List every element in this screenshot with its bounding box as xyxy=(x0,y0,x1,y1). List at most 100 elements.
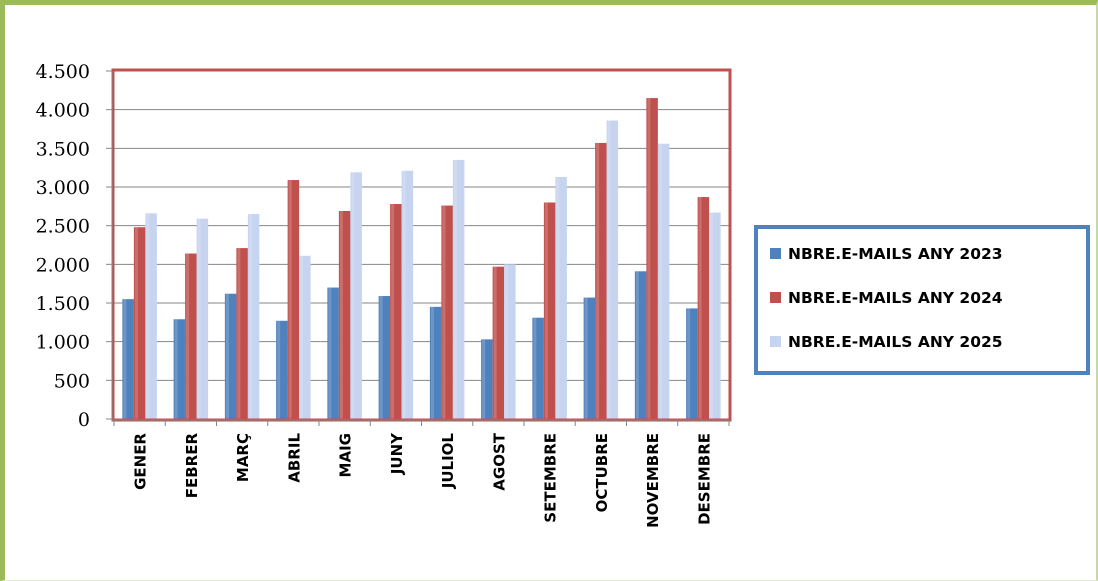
legend-swatch xyxy=(770,336,781,347)
bar-highlight xyxy=(391,204,395,419)
x-tick-label: FEBRER xyxy=(183,433,201,499)
bar-highlight xyxy=(186,253,190,419)
bar-1 xyxy=(224,293,237,419)
x-tick-label: GENER xyxy=(132,433,150,490)
bar-highlight xyxy=(379,296,383,419)
bar-highlight xyxy=(698,197,702,419)
bars xyxy=(122,98,721,420)
legend-box xyxy=(754,225,1090,375)
x-tick-label: AGOST xyxy=(490,432,508,490)
bar-1 xyxy=(686,308,698,419)
bar-3 xyxy=(709,212,721,419)
bar-1 xyxy=(583,297,596,419)
bar-3 xyxy=(606,120,619,419)
bar-highlight xyxy=(174,319,178,419)
bar-highlight xyxy=(482,339,486,419)
x-tick-label: NOVEMBRE xyxy=(644,433,662,528)
bar-1 xyxy=(173,319,186,419)
x-tick-label: MAIG xyxy=(337,433,355,477)
bar-highlight xyxy=(225,293,229,419)
legend-swatch xyxy=(770,248,781,259)
bar-1 xyxy=(327,287,339,419)
legend-swatch xyxy=(770,292,781,303)
y-tick-label: 3.500 xyxy=(36,138,90,160)
x-tick-label: SETEMBRE xyxy=(542,433,560,523)
x-tick-label: OCTUBRE xyxy=(593,433,611,512)
x-tick-label: JULIOL xyxy=(439,433,457,490)
bar-highlight xyxy=(123,299,127,419)
legend: NBRE.E-MAILS ANY 2023 NBRE.E-MAILS ANY 20… xyxy=(754,225,1090,375)
x-tick-label: MARÇ xyxy=(234,433,252,482)
y-tick-label: 3.000 xyxy=(36,177,90,199)
bar-3 xyxy=(452,159,465,419)
x-tick-label: JUNY xyxy=(388,432,406,475)
bar-highlight xyxy=(493,266,497,419)
bar-highlight xyxy=(658,143,662,419)
bar-highlight xyxy=(544,202,548,419)
y-tick-label: 1.000 xyxy=(36,332,90,354)
bar-3 xyxy=(350,172,362,419)
bar-highlight xyxy=(453,159,457,419)
y-tick-label: 0 xyxy=(78,409,90,431)
bar-2 xyxy=(287,180,300,419)
bar-highlight xyxy=(402,170,406,419)
bar-2 xyxy=(185,253,197,419)
bar-1 xyxy=(481,339,493,419)
bar-2 xyxy=(543,202,556,419)
y-tick-label: 1.500 xyxy=(36,293,90,315)
bar-1 xyxy=(378,296,391,419)
y-tick-label: 4.000 xyxy=(36,100,90,122)
bar-2 xyxy=(441,205,453,419)
bar-highlight xyxy=(430,306,434,419)
bar-highlight xyxy=(710,212,714,419)
bar-3 xyxy=(401,170,414,419)
bar-highlight xyxy=(197,218,201,419)
bar-2 xyxy=(236,248,248,419)
bar-highlight xyxy=(328,287,332,419)
y-tick-label: 2.000 xyxy=(36,254,90,276)
bar-3 xyxy=(555,176,567,419)
bar-3 xyxy=(299,255,311,419)
bar-1 xyxy=(122,299,134,419)
bar-2 xyxy=(492,266,505,419)
y-axis: 0 500 1.000 1.500 2.000 2.500 3.000 3.500 4.000 4… xyxy=(36,61,113,431)
bar-highlight xyxy=(607,120,611,419)
bar-2 xyxy=(338,210,351,419)
bar-highlight xyxy=(134,227,138,419)
bar-2 xyxy=(595,142,607,420)
legend-label: NBRE.E-MAILS ANY 2023 xyxy=(788,245,1003,263)
bar-highlight xyxy=(505,264,509,419)
x-axis: GENER FEBRER MARÇ ABRIL MAIG JUNY JULIOL AGOST S… xyxy=(112,419,730,528)
bar-2 xyxy=(133,227,146,419)
legend-label: NBRE.E-MAILS ANY 2024 xyxy=(788,289,1003,307)
bar-1 xyxy=(429,306,442,419)
bar-3 xyxy=(145,213,157,419)
bar-1 xyxy=(276,320,288,419)
bar-3 xyxy=(247,214,260,419)
x-tick-label: ABRIL xyxy=(285,433,303,483)
bar-highlight xyxy=(635,271,639,419)
bar-highlight xyxy=(277,320,281,419)
x-tick-label: DESEMBRE xyxy=(695,433,713,525)
bar-highlight xyxy=(556,176,560,419)
bar-highlight xyxy=(647,98,651,420)
bar-2 xyxy=(390,204,402,419)
bar-highlight xyxy=(248,214,252,419)
bar-highlight xyxy=(533,317,537,419)
bar-highlight xyxy=(442,205,446,419)
bar-highlight xyxy=(351,172,355,419)
bar-3 xyxy=(196,218,209,419)
bar-1 xyxy=(634,271,647,419)
legend-label: NBRE.E-MAILS ANY 2025 xyxy=(788,333,1003,351)
bar-highlight xyxy=(237,248,241,419)
bar-highlight xyxy=(300,255,304,419)
bar-3 xyxy=(657,143,670,419)
bar-highlight xyxy=(339,210,343,419)
bar-1 xyxy=(532,317,544,419)
bar-highlight xyxy=(288,180,292,419)
y-tick-label: 4.500 xyxy=(36,61,90,83)
bar-highlight xyxy=(146,213,150,419)
bar-highlight xyxy=(584,297,588,419)
bar-3 xyxy=(504,264,516,419)
